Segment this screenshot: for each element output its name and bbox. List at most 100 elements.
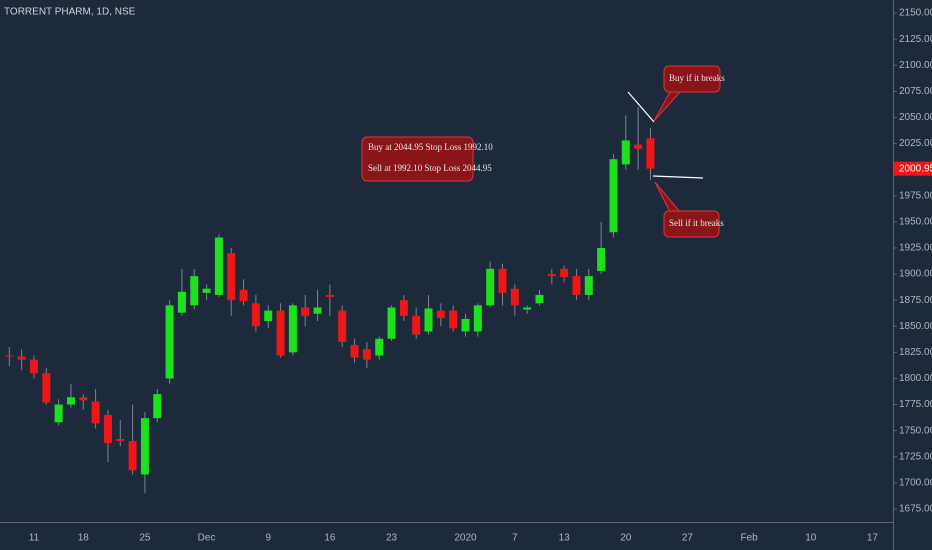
candle-body bbox=[153, 394, 162, 419]
candle-body bbox=[609, 159, 618, 233]
candle-body bbox=[461, 318, 470, 332]
candle-body bbox=[288, 305, 297, 353]
candle-body bbox=[387, 307, 396, 339]
annotation: Buy at 2044.95 Stop Loss 1992.10 bbox=[368, 142, 493, 152]
callout-box bbox=[663, 210, 720, 238]
y-tick-label: 1725.00 bbox=[899, 451, 932, 462]
x-tick-label: 20 bbox=[620, 533, 632, 544]
candle-body bbox=[313, 307, 322, 314]
callout-box bbox=[663, 65, 721, 93]
x-tick-label: 10 bbox=[805, 533, 817, 544]
candle-body bbox=[165, 305, 174, 379]
candle-body bbox=[140, 418, 149, 475]
candle-body bbox=[436, 310, 445, 318]
candle-body bbox=[42, 373, 51, 403]
y-tick-label: 1750.00 bbox=[899, 425, 932, 436]
x-tick-label: 7 bbox=[512, 533, 518, 544]
x-tick-label: 25 bbox=[139, 533, 151, 544]
candle-body bbox=[486, 268, 495, 306]
candle-body bbox=[79, 397, 88, 401]
x-tick-label: 16 bbox=[324, 533, 336, 544]
candle-body bbox=[535, 294, 544, 304]
price-label-box bbox=[894, 161, 932, 176]
x-tick-label: Feb bbox=[740, 533, 758, 544]
candle-body bbox=[91, 401, 100, 424]
y-tick-label: 2100.00 bbox=[899, 60, 932, 71]
x-tick-label: 27 bbox=[682, 533, 694, 544]
x-tick-label: 23 bbox=[386, 533, 398, 544]
annotation: Buy if it breaks bbox=[669, 73, 725, 83]
y-tick-label: 1800.00 bbox=[899, 373, 932, 384]
y-tick-label: 2050.00 bbox=[899, 112, 932, 123]
candle-body bbox=[227, 253, 236, 301]
candle-body bbox=[634, 144, 643, 149]
candle-body bbox=[54, 404, 63, 423]
y-tick-label: 1675.00 bbox=[899, 504, 932, 515]
y-tick-label: 2125.00 bbox=[899, 34, 932, 45]
candle-body bbox=[325, 294, 334, 298]
annotation: Sell if it breaks bbox=[669, 218, 724, 228]
candle-body bbox=[116, 439, 125, 442]
candle-body bbox=[103, 414, 112, 444]
candle-body bbox=[276, 310, 285, 356]
candle-body bbox=[498, 268, 507, 293]
candle-body bbox=[473, 305, 482, 332]
candle-body bbox=[584, 276, 593, 295]
chart-title: TORRENT PHARM, 1D, NSE bbox=[4, 7, 136, 18]
candle-body bbox=[190, 276, 199, 306]
candle-body bbox=[264, 310, 273, 322]
x-tick-label: 13 bbox=[559, 533, 571, 544]
candle-body bbox=[239, 289, 248, 302]
candle-body bbox=[621, 140, 630, 165]
x-tick-label: 11 bbox=[29, 533, 40, 544]
x-tick-label: 18 bbox=[78, 533, 90, 544]
y-tick-label: 1875.00 bbox=[899, 295, 932, 306]
candle-body bbox=[412, 315, 421, 335]
candle-body bbox=[29, 359, 38, 374]
candle-body bbox=[202, 288, 211, 293]
y-tick-label: 1975.00 bbox=[899, 190, 932, 201]
x-tick-label: 17 bbox=[867, 533, 879, 544]
candle-body bbox=[375, 338, 384, 356]
x-tick-label: 2020 bbox=[454, 533, 477, 544]
plot bbox=[5, 107, 655, 494]
candle-body bbox=[572, 276, 581, 295]
candle-body bbox=[510, 288, 519, 306]
candle-body bbox=[338, 310, 347, 342]
candle-body bbox=[646, 138, 655, 169]
candle-body bbox=[350, 345, 359, 358]
candle-body bbox=[128, 441, 137, 471]
y-tick-label: 2150.00 bbox=[899, 8, 932, 19]
candle-body bbox=[362, 349, 371, 360]
y-tick-label: 1900.00 bbox=[899, 269, 932, 280]
candle-body bbox=[17, 356, 26, 360]
y-tick-label: 2075.00 bbox=[899, 86, 932, 97]
candle-body bbox=[5, 355, 14, 357]
candle-body bbox=[66, 397, 75, 405]
candle-body bbox=[177, 291, 186, 313]
candle-body bbox=[251, 303, 260, 327]
candle-body bbox=[547, 274, 556, 277]
y-tick-label: 1775.00 bbox=[899, 399, 932, 410]
candle-body bbox=[424, 308, 433, 332]
annotation: Sell at 1992.10 Stop Loss 2044.95 bbox=[368, 163, 492, 173]
y-tick-label: 1700.00 bbox=[899, 477, 932, 488]
candle-body bbox=[597, 247, 606, 271]
support-line bbox=[652, 175, 704, 179]
candle-body bbox=[214, 237, 223, 295]
candle-body bbox=[523, 307, 532, 310]
candle-body bbox=[399, 300, 408, 316]
y-tick-label: 1950.00 bbox=[899, 216, 932, 227]
price-label: 2000.95 bbox=[899, 163, 932, 174]
y-tick-label: 1850.00 bbox=[899, 321, 932, 332]
x-tick-label: Dec bbox=[198, 533, 216, 544]
y-tick-label: 1825.00 bbox=[899, 347, 932, 358]
callout-box bbox=[361, 136, 474, 182]
candle-body bbox=[449, 310, 458, 329]
trend-line bbox=[627, 91, 655, 123]
y-tick-label: 2025.00 bbox=[899, 138, 932, 149]
y-tick-label: 1925.00 bbox=[899, 243, 932, 254]
x-tick-label: 9 bbox=[265, 533, 271, 544]
